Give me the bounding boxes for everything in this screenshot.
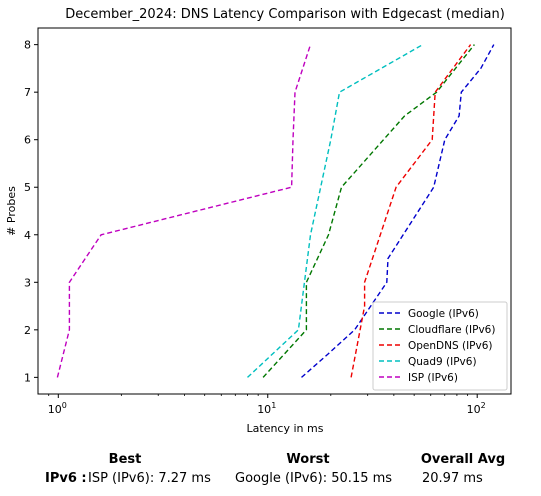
x-tick-label: 100 <box>48 401 67 416</box>
latency-chart: December_2024: DNS Latency Comparison wi… <box>0 0 541 440</box>
y-tick-label: 7 <box>24 86 31 99</box>
legend-label: OpenDNS (IPv6) <box>408 340 493 352</box>
series-line <box>57 45 310 378</box>
legend-label: Google (IPv6) <box>408 308 479 320</box>
ipv6-row-label: IPv6 : <box>45 471 87 486</box>
y-tick-label: 3 <box>24 276 31 289</box>
x-tick-label: 102 <box>467 401 486 416</box>
overall-avg-header: Overall Avg <box>393 452 533 467</box>
legend-label: Cloudflare (IPv6) <box>408 324 495 336</box>
x-tick-label: 101 <box>257 401 276 416</box>
y-tick-label: 8 <box>24 39 31 52</box>
y-tick-label: 2 <box>24 324 31 337</box>
y-tick-label: 6 <box>24 134 31 147</box>
worst-header: Worst <box>238 452 378 467</box>
overall-avg-value: 20.97 ms <box>422 471 483 486</box>
y-tick-label: 1 <box>24 371 31 384</box>
legend-label: Quad9 (IPv6) <box>408 356 477 368</box>
y-tick-label: 5 <box>24 181 31 194</box>
worst-value: Google (IPv6): 50.15 ms <box>235 471 392 486</box>
legend: Google (IPv6) Cloudflare (IPv6) OpenDNS (I… <box>373 302 507 390</box>
best-value: ISP (IPv6): 7.27 ms <box>88 471 211 486</box>
best-header: Best <box>55 452 195 467</box>
y-tick-label: 4 <box>24 229 31 242</box>
y-axis-label: # Probes <box>5 186 18 236</box>
legend-label: ISP (IPv6) <box>408 372 458 384</box>
chart-title: December_2024: DNS Latency Comparison wi… <box>65 7 505 22</box>
x-axis-label: Latency in ms <box>247 422 324 435</box>
